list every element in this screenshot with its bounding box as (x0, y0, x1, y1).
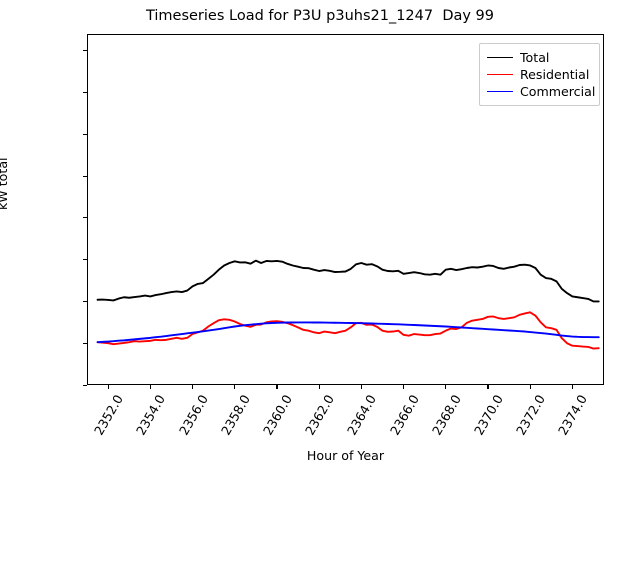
x-tick-mark (360, 385, 362, 389)
y-tick-mark (83, 217, 87, 219)
y-tick-mark (83, 50, 87, 52)
chart-title: Timeseries Load for P3U p3uhs21_1247 Day… (145, 8, 495, 24)
legend-item-total: Total (487, 49, 592, 66)
x-tick-mark (571, 385, 573, 389)
x-tick-mark (276, 385, 278, 389)
legend-item-commercial: Commercial (487, 83, 596, 100)
y-tick-mark (83, 384, 87, 386)
y-tick-mark (83, 300, 87, 303)
series-lines (96, 259, 600, 350)
legend-swatch-residential (487, 74, 513, 75)
y-tick-mark (83, 133, 87, 135)
y-tick-mark (83, 259, 87, 261)
x-tick-mark (318, 385, 320, 389)
y-tick-mark (83, 92, 87, 94)
y-tick-mark (83, 175, 87, 177)
x-tick-mark (234, 385, 236, 389)
legend-label-residential: Residential (520, 67, 590, 82)
legend-label-commercial: Commercial (520, 84, 596, 99)
x-tick-mark (403, 385, 405, 389)
chart-figure: Timeseries Load for P3U p3uhs21_1247 Day… (0, 8, 604, 463)
chart-legend: Total Residential Commercial (479, 43, 600, 106)
y-axis-label: kW total (0, 157, 10, 210)
legend-item-residential: Residential (487, 66, 592, 83)
x-tick-mark (529, 385, 531, 389)
x-tick-mark (107, 385, 109, 389)
legend-swatch-commercial (487, 91, 513, 92)
x-tick-mark (149, 385, 151, 389)
series-line-residential (96, 311, 600, 350)
x-tick-mark (487, 385, 489, 389)
series-line-commercial (96, 321, 600, 344)
legend-label-total: Total (520, 50, 550, 65)
x-tick-mark (192, 385, 194, 389)
series-line-total (96, 259, 600, 303)
y-tick-mark (83, 342, 87, 344)
legend-swatch-total (487, 57, 513, 58)
x-axis-label: Hour of Year (306, 448, 385, 463)
x-tick-mark (445, 385, 447, 389)
